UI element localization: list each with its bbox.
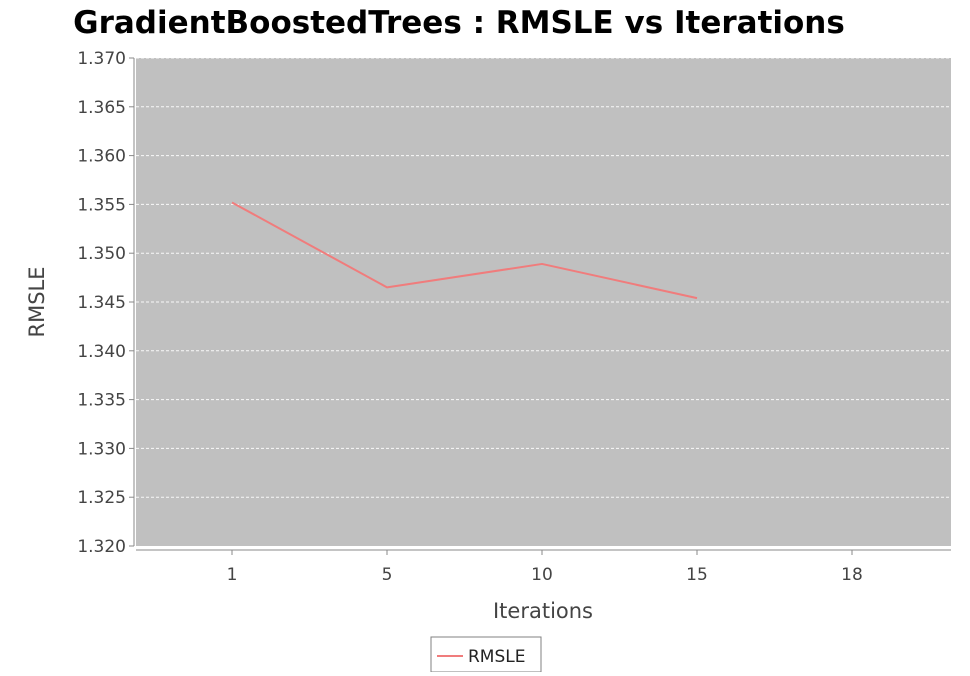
y-tick-label: 1.340	[77, 342, 126, 362]
x-axis-ticks: 1 5 10 15 18	[227, 550, 863, 585]
series-lines	[231, 201, 698, 300]
y-tick-label: 1.360	[77, 147, 126, 167]
legend-label-rmsle: RMSLE	[468, 647, 525, 667]
y-tick-label: 1.350	[77, 244, 126, 264]
y-tick-label: 1.335	[77, 391, 126, 411]
x-tick-label: 18	[841, 565, 863, 585]
legend: RMSLE	[430, 636, 542, 673]
y-tick-label: 1.325	[77, 488, 126, 508]
x-tick-label: 10	[531, 565, 553, 585]
y-axis-label: RMSLE	[25, 266, 49, 337]
series-line-rmsle	[231, 201, 698, 300]
y-tick-label: 1.370	[77, 49, 126, 69]
legend-box	[430, 636, 542, 673]
x-axis-label: Iterations	[493, 599, 593, 623]
x-tick-label: 15	[686, 565, 708, 585]
y-tick-label: 1.330	[77, 439, 126, 459]
y-tick-label: 1.355	[77, 195, 126, 215]
x-tick-label: 5	[382, 565, 393, 585]
gridlines	[136, 57, 951, 498]
chart-title: GradientBoostedTrees : RMSLE vs Iteratio…	[73, 5, 845, 41]
x-tick-label: 1	[227, 565, 238, 585]
y-tick-label: 1.365	[77, 98, 126, 118]
y-axis-ticks: 1.320 1.325 1.330 1.335 1.340 1.345 1.350 1.355…	[77, 49, 134, 557]
y-tick-label: 1.345	[77, 293, 126, 313]
y-tick-label: 1.320	[77, 537, 126, 557]
